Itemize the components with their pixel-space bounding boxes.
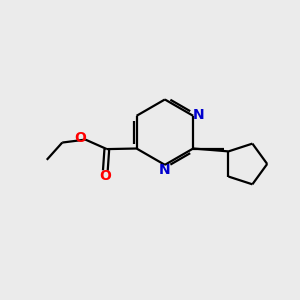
Text: N: N bbox=[193, 108, 204, 122]
Text: O: O bbox=[99, 169, 111, 183]
Text: N: N bbox=[159, 163, 171, 177]
Text: O: O bbox=[74, 130, 86, 145]
